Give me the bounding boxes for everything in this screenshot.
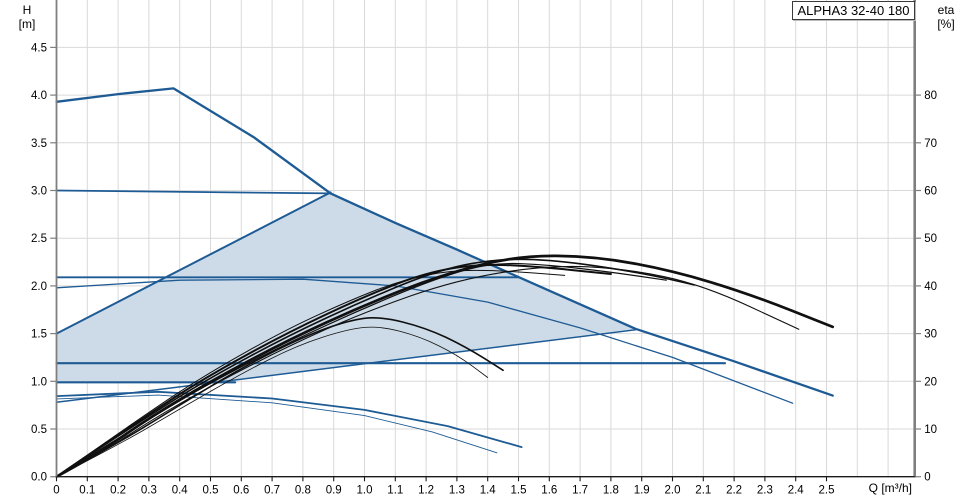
h-tick-label: 1.5 — [31, 329, 47, 341]
eta-curve-max — [55, 254, 835, 478]
left-axis-unit: [m] — [18, 17, 36, 31]
qh-curve-min — [55, 390, 523, 448]
x-tick-label: 0.6 — [233, 485, 249, 497]
qh-curve-cp-3.0 — [55, 189, 332, 195]
x-tick-label: 1.6 — [541, 485, 557, 497]
x-axis-title: Q [m³/h] — [868, 481, 912, 495]
right-axis-unit: [%] — [937, 17, 955, 31]
eta-tick-label: 20 — [924, 376, 937, 388]
x-tick-label: 2.1 — [695, 485, 711, 497]
h-tick-label: 0.0 — [31, 472, 47, 484]
x-tick-label: 1.9 — [634, 485, 650, 497]
h-tick-label: 1.0 — [31, 376, 47, 388]
x-tick-label: 0.8 — [295, 485, 311, 497]
eta-curve-long2 — [55, 265, 800, 478]
right-axis-title: eta [%] — [927, 3, 965, 31]
eta-curves — [55, 254, 835, 478]
eta-tick-label: 70 — [924, 138, 937, 150]
x-tick-label: 2.4 — [788, 485, 805, 497]
eta-curve-low — [55, 317, 504, 478]
eta-tick-label: 60 — [924, 186, 937, 198]
left-axis-name: H — [22, 3, 32, 17]
qh-curve-pp-max — [55, 191, 332, 335]
eta-curve-mid5 — [55, 263, 612, 478]
x-tick-label: 1.7 — [572, 485, 588, 497]
grid — [56, 0, 915, 477]
h-tick-label: 4.5 — [31, 42, 47, 54]
h-tick-label: 3.0 — [31, 186, 47, 198]
x-tick-label: 0.3 — [141, 485, 157, 497]
x-tick-label: 2.5 — [819, 485, 835, 497]
eta-tick-label: 50 — [924, 233, 937, 245]
left-axis-title: H [m] — [8, 3, 46, 31]
x-tick-label: 0.9 — [326, 485, 342, 497]
h-tick-label: 3.5 — [31, 138, 47, 150]
h-tick-label: 0.5 — [31, 424, 47, 436]
h-tick-label: 2.5 — [31, 233, 47, 245]
eta-tick-label: 0 — [924, 472, 930, 484]
eta-tick-label: 80 — [924, 90, 937, 102]
x-tick-label: 1.8 — [603, 485, 619, 497]
eta-tick-label: 30 — [924, 329, 937, 341]
x-tick-label: 0.7 — [264, 485, 280, 497]
x-tick-label: 2.3 — [757, 485, 773, 497]
h-tick-label: 4.0 — [31, 90, 47, 102]
x-tick-label: 1.1 — [387, 485, 403, 497]
chart-title-box: ALPHA3 32-40 180 — [792, 1, 915, 20]
qh-curve-max — [55, 87, 834, 397]
x-tick-label: 1.2 — [418, 485, 434, 497]
x-tick-label: 0.4 — [172, 485, 189, 497]
x-tick-label: 1.5 — [511, 485, 527, 497]
x-tick-label: 2.0 — [665, 485, 681, 497]
control-range-fill — [56, 193, 636, 382]
x-tick-label: 0 — [53, 485, 59, 497]
x-tick-label: 0.2 — [110, 485, 126, 497]
eta-curve-low2 — [56, 326, 489, 478]
x-tick-label: 1.3 — [449, 485, 465, 497]
chart-title: ALPHA3 32-40 180 — [797, 3, 910, 18]
x-tick-label: 1.0 — [357, 485, 373, 497]
qh-curve-pp-min — [55, 329, 637, 404]
x-tick-label: 0.1 — [79, 485, 95, 497]
axis-ticks-and-labels: 0 0.1 0.2 0.3 0.4 0.5 0.6 0.7 0.8 0.9 1.0 1.1 1.2 1.3… — [31, 42, 937, 496]
eta-tick-label: 40 — [924, 281, 937, 293]
x-tick-label: 2.2 — [726, 485, 742, 497]
qh-curve-speed2 — [55, 278, 794, 404]
eta-curve-mid6 — [56, 269, 566, 478]
h-tick-label: 2.0 — [31, 281, 47, 293]
eta-tick-label: 10 — [924, 424, 937, 436]
right-axis-name: eta — [937, 3, 955, 17]
eta-curve-mid3 — [55, 258, 695, 478]
x-tick-label: 1.4 — [480, 485, 497, 497]
eta-curve-mid4 — [55, 262, 667, 478]
x-tick-label: 0.5 — [203, 485, 219, 497]
qh-curve-min2 — [56, 394, 498, 454]
